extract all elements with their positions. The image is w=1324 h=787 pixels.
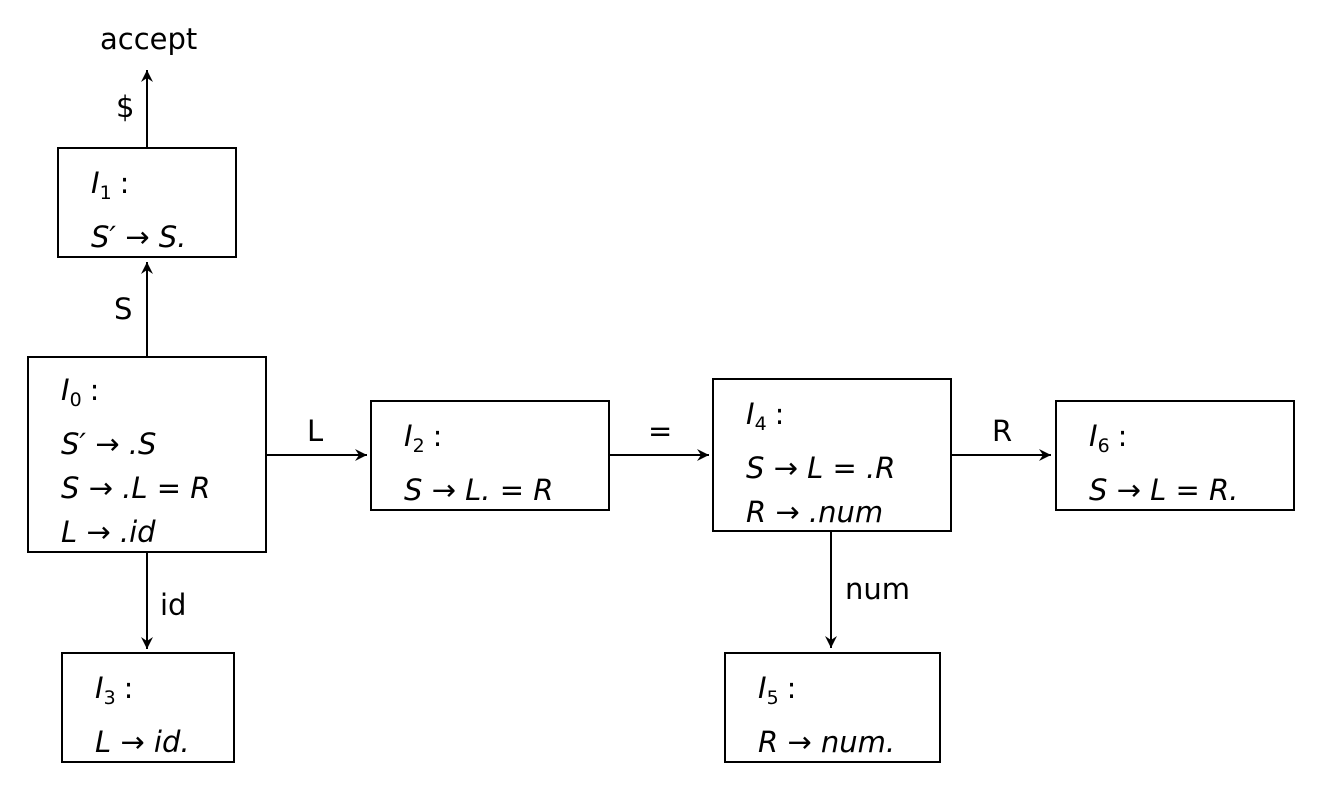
edge-label-equals: = (648, 414, 673, 448)
edge-label-id: id (160, 588, 187, 622)
state-i3-title: I3: (95, 671, 134, 709)
state-i4-title: I4: (746, 397, 785, 435)
edge-label-dollar: $ (116, 90, 135, 124)
state-i0-item: S → .L = R (61, 471, 211, 505)
state-i3: I3: L → id. (61, 652, 235, 763)
edge-label-s: S (114, 292, 133, 326)
state-i2-item: S → L. = R (404, 473, 554, 507)
state-i2-title: I2: (404, 419, 443, 457)
state-i6: I6: S → L = R. (1055, 400, 1295, 511)
state-i1-item: S′ → S. (91, 220, 187, 254)
edge-label-l: L (307, 414, 324, 448)
accept-label: accept (100, 22, 198, 56)
state-i6-item: S → L = R. (1089, 473, 1239, 507)
state-i3-item: L → id. (95, 725, 190, 759)
state-i1-title: I1: (91, 166, 130, 204)
state-i4: I4: S → L = .R R → .num (712, 378, 952, 532)
state-i1: I1: S′ → S. (57, 147, 237, 258)
state-i6-title: I6: (1089, 419, 1128, 457)
state-i4-item: S → L = .R (746, 451, 896, 485)
edge-label-num: num (845, 572, 911, 606)
edge-label-r: R (992, 414, 1013, 448)
state-i0-title: I0: (61, 373, 100, 411)
state-i0: I0: S′ → .S S → .L = R L → .id (27, 356, 267, 553)
state-i2: I2: S → L. = R (370, 400, 610, 511)
state-i5-title: I5: (758, 671, 797, 709)
state-i4-item: R → .num (746, 495, 884, 529)
state-i5: I5: R → num. (724, 652, 941, 763)
state-i0-item: L → .id (61, 515, 156, 549)
state-i0-item: S′ → .S (61, 427, 157, 461)
state-i5-item: R → num. (758, 725, 896, 759)
